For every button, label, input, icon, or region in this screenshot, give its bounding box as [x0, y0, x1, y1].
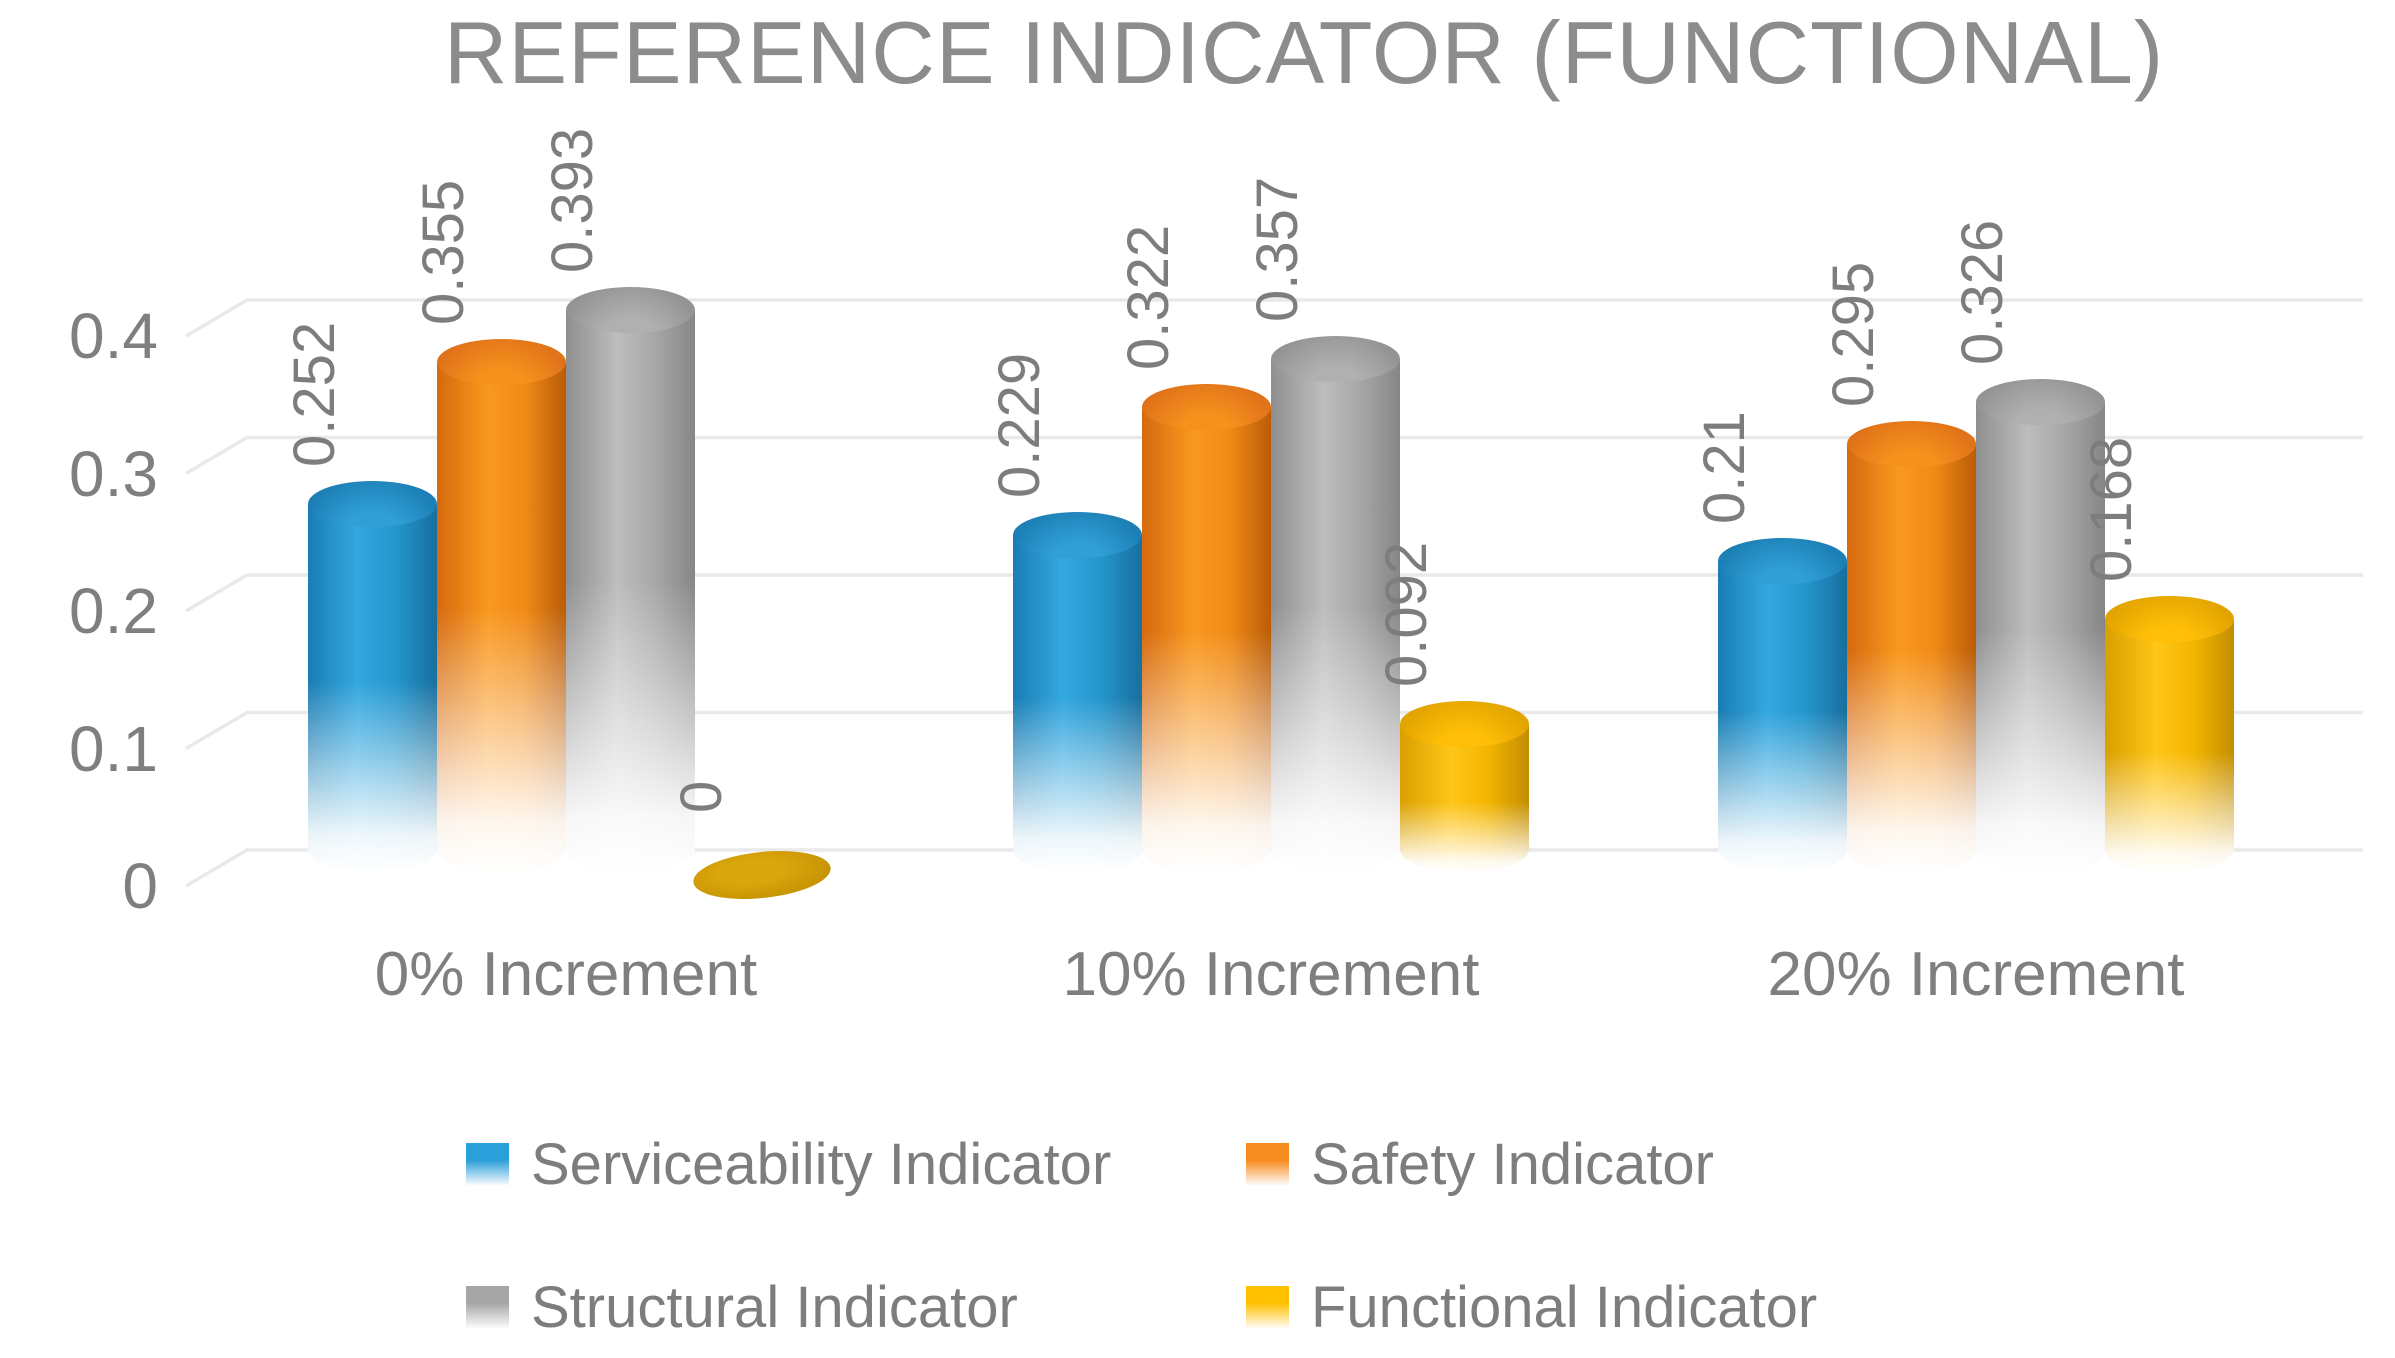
bar — [1142, 384, 1271, 873]
y-tick-label: 0.3 — [69, 437, 158, 510]
data-label: 0.252 — [281, 321, 347, 467]
y-tick-label: 0.4 — [69, 300, 158, 372]
bar-body — [1976, 401, 2105, 873]
bar-top-ellipse — [1013, 512, 1142, 559]
legend-label: Serviceability Indicator — [531, 1131, 1112, 1197]
bar-body — [1847, 444, 1976, 873]
bar-body — [308, 503, 437, 873]
bar-body — [566, 309, 695, 873]
legend-item-safety-indicator: Safety Indicator — [1246, 1129, 1714, 1199]
bar-body — [1013, 535, 1142, 873]
bar-top-ellipse — [1142, 384, 1271, 431]
bar — [437, 338, 566, 873]
data-label: 0.168 — [2078, 436, 2144, 582]
bar-body — [2105, 619, 2234, 873]
bar — [1013, 512, 1142, 873]
legend-item-functional-indicator: Functional Indicator — [1246, 1272, 1817, 1342]
data-label: 0.229 — [986, 352, 1052, 499]
category-label: 0% Increment — [374, 940, 758, 1009]
bar — [566, 286, 695, 873]
bar-top-ellipse — [1271, 336, 1400, 383]
y-tick-label: 0.2 — [69, 575, 158, 647]
gridline — [185, 435, 2363, 476]
legend-item-structural-indicator: Structural Indicator — [466, 1272, 1018, 1342]
bar-top-ellipse — [566, 286, 695, 333]
legend-swatch-icon — [1246, 1142, 1289, 1186]
bar-top-ellipse — [1400, 700, 1529, 747]
bar — [1718, 538, 1847, 873]
legend-swatch-icon — [466, 1142, 509, 1186]
legend-label: Structural Indicator — [531, 1274, 1018, 1340]
data-label: 0.092 — [1373, 541, 1439, 687]
category-label: 10% Increment — [1062, 940, 1480, 1009]
bar-top-ellipse — [1976, 378, 2105, 425]
bar — [2105, 596, 2234, 873]
gridline — [185, 848, 2363, 888]
bar-top-ellipse — [437, 338, 566, 385]
bar — [1400, 700, 1529, 873]
y-tick-label: 0 — [122, 850, 158, 922]
bar-body — [1271, 359, 1400, 873]
data-label: 0.295 — [1820, 262, 1886, 408]
data-label: 0 — [668, 780, 734, 813]
legend-label: Functional Indicator — [1311, 1274, 1818, 1340]
bar-body — [1142, 407, 1271, 873]
bar-top-ellipse — [1847, 421, 1976, 468]
bar-top-ellipse — [1718, 538, 1847, 585]
legend-label: Safety Indicator — [1311, 1131, 1714, 1197]
chart-title: REFERENCE INDICATOR (FUNCTIONAL) — [443, 3, 2165, 102]
gridline — [185, 710, 2363, 751]
gridline — [185, 298, 2363, 338]
bar-body — [1718, 561, 1847, 873]
bar — [1976, 378, 2105, 873]
data-label: 0.21 — [1691, 411, 1757, 525]
legend-swatch-icon — [466, 1285, 509, 1329]
data-label: 0.355 — [410, 179, 476, 325]
data-label: 0.326 — [1949, 219, 2015, 365]
bar-top-ellipse — [2105, 596, 2234, 642]
y-tick-label: 0.1 — [69, 712, 158, 785]
data-label: 0.393 — [539, 127, 605, 273]
bar — [1271, 336, 1400, 873]
gridline — [185, 573, 2363, 613]
bar — [308, 480, 437, 873]
legend-swatch-icon — [1246, 1285, 1289, 1329]
data-label: 0.322 — [1115, 225, 1181, 371]
bar — [1847, 421, 1976, 873]
bar-top-ellipse — [308, 480, 437, 527]
legend-item-serviceability-indicator: Serviceability Indicator — [466, 1129, 1111, 1199]
bar-body — [437, 361, 566, 873]
category-label: 20% Increment — [1767, 940, 2185, 1009]
bar-body — [1400, 723, 1529, 873]
data-label: 0.357 — [1244, 176, 1310, 323]
